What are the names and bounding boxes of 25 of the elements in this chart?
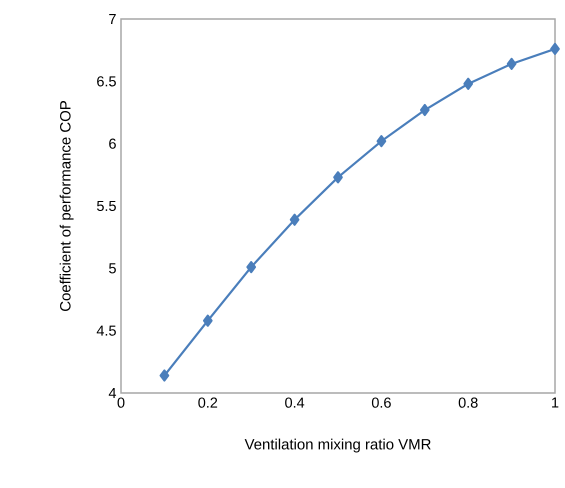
point — [550, 42, 560, 55]
y-axis-title: Coefficient of performance COP — [60, 101, 74, 311]
x-tick-label: 0.2 — [198, 398, 218, 408]
point — [290, 214, 300, 226]
point — [246, 261, 256, 274]
point — [463, 78, 474, 90]
x-tick-label: 1 — [552, 398, 558, 408]
point — [506, 58, 516, 70]
point — [376, 135, 386, 148]
y-tick-label: 6 — [109, 138, 116, 149]
y-tick-label: 4.5 — [96, 326, 116, 336]
y-tick-label: 6.5 — [97, 76, 116, 86]
point — [202, 314, 213, 327]
point — [160, 369, 170, 382]
x-tick-label: 0.4 — [285, 398, 304, 408]
x-tick-label: 0.6 — [372, 398, 391, 408]
point — [333, 171, 343, 184]
x-axis-title: Ventilation mixing ratio VMR — [244, 438, 431, 452]
x-tick-label: 0.8 — [458, 398, 478, 408]
y-tick-label: 4 — [108, 388, 116, 398]
y-tick-label: 7 — [109, 14, 116, 24]
y-tick-label: 5.5 — [96, 200, 116, 212]
y-tick-label: 5 — [109, 263, 116, 274]
x-tick-label: 0 — [118, 398, 124, 408]
point — [420, 104, 430, 116]
